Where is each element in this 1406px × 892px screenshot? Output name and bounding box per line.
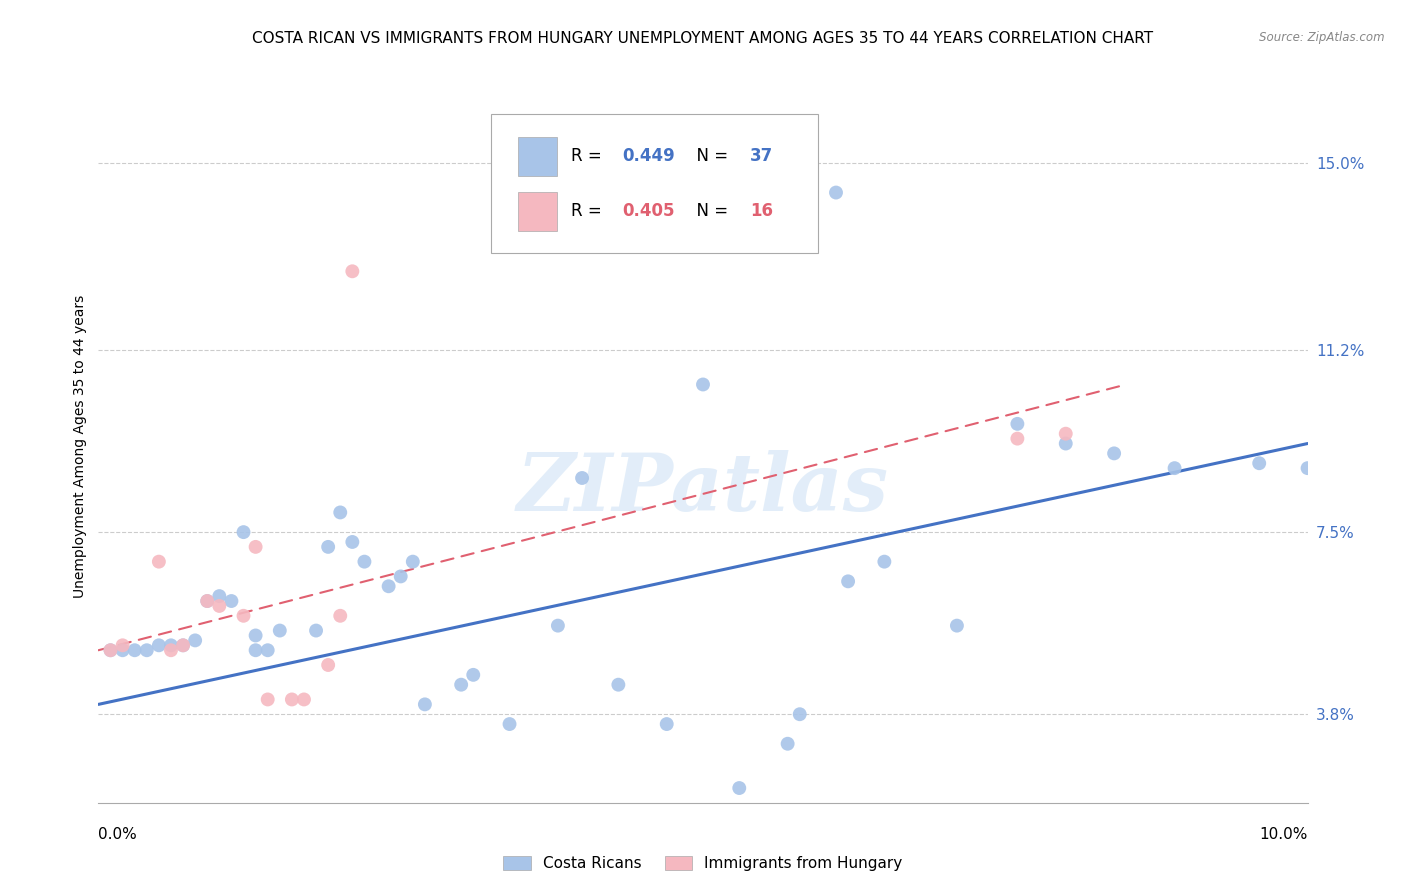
Point — [245, 628, 267, 642]
Point — [353, 555, 375, 569]
Point — [256, 692, 278, 706]
Point — [825, 186, 848, 200]
Bar — [517, 136, 557, 176]
Point — [232, 608, 254, 623]
Text: COSTA RICAN VS IMMIGRANTS FROM HUNGARY UNEMPLOYMENT AMONG AGES 35 TO 44 YEARS CO: COSTA RICAN VS IMMIGRANTS FROM HUNGARY U… — [253, 31, 1153, 46]
Point — [463, 668, 485, 682]
Point — [195, 594, 218, 608]
Point — [655, 717, 678, 731]
Point — [571, 471, 593, 485]
Point — [184, 633, 207, 648]
Point — [148, 638, 170, 652]
Point — [450, 678, 472, 692]
Point — [776, 737, 799, 751]
Point — [148, 555, 170, 569]
Point — [329, 505, 352, 519]
Text: ZIPatlas: ZIPatlas — [517, 450, 889, 527]
Point — [728, 780, 751, 795]
Point — [160, 638, 183, 652]
Text: 10.0%: 10.0% — [1260, 827, 1308, 841]
Point — [269, 624, 291, 638]
Bar — [517, 192, 557, 231]
Point — [292, 692, 315, 706]
Text: 16: 16 — [751, 202, 773, 220]
Point — [135, 643, 157, 657]
Point — [547, 618, 569, 632]
Point — [195, 594, 218, 608]
Text: Source: ZipAtlas.com: Source: ZipAtlas.com — [1260, 31, 1385, 45]
Text: R =: R = — [571, 147, 607, 165]
Point — [837, 574, 859, 589]
Point — [316, 658, 339, 673]
Point — [1102, 446, 1125, 460]
Point — [342, 264, 364, 278]
Text: 0.449: 0.449 — [621, 147, 675, 165]
FancyBboxPatch shape — [492, 114, 818, 253]
Point — [342, 535, 364, 549]
Point — [692, 377, 714, 392]
Point — [100, 643, 122, 657]
Point — [172, 638, 194, 652]
Point — [607, 678, 630, 692]
Point — [281, 692, 304, 706]
Point — [329, 608, 352, 623]
Point — [221, 594, 243, 608]
Point — [1296, 461, 1319, 475]
Point — [208, 589, 231, 603]
Point — [873, 555, 896, 569]
Legend: Costa Ricans, Immigrants from Hungary: Costa Ricans, Immigrants from Hungary — [498, 850, 908, 877]
Point — [160, 643, 183, 657]
Point — [111, 643, 134, 657]
Point — [124, 643, 146, 657]
Point — [245, 643, 267, 657]
Point — [208, 599, 231, 613]
Point — [232, 525, 254, 540]
Point — [1163, 461, 1185, 475]
Point — [498, 717, 520, 731]
Point — [111, 638, 134, 652]
Text: N =: N = — [686, 202, 734, 220]
Point — [413, 698, 436, 712]
Point — [389, 569, 412, 583]
Point — [1249, 456, 1271, 470]
Text: R =: R = — [571, 202, 607, 220]
Point — [172, 638, 194, 652]
Point — [316, 540, 339, 554]
Point — [305, 624, 328, 638]
Point — [100, 643, 122, 657]
Y-axis label: Unemployment Among Ages 35 to 44 years: Unemployment Among Ages 35 to 44 years — [73, 294, 87, 598]
Point — [256, 643, 278, 657]
Point — [1054, 426, 1077, 441]
Point — [245, 540, 267, 554]
Point — [377, 579, 399, 593]
Text: 0.0%: 0.0% — [98, 827, 138, 841]
Point — [1054, 436, 1077, 450]
Point — [789, 707, 811, 722]
Text: N =: N = — [686, 147, 734, 165]
Text: 0.405: 0.405 — [621, 202, 675, 220]
Text: 37: 37 — [751, 147, 773, 165]
Point — [402, 555, 425, 569]
Point — [946, 618, 969, 632]
Point — [1007, 432, 1029, 446]
Point — [1007, 417, 1029, 431]
